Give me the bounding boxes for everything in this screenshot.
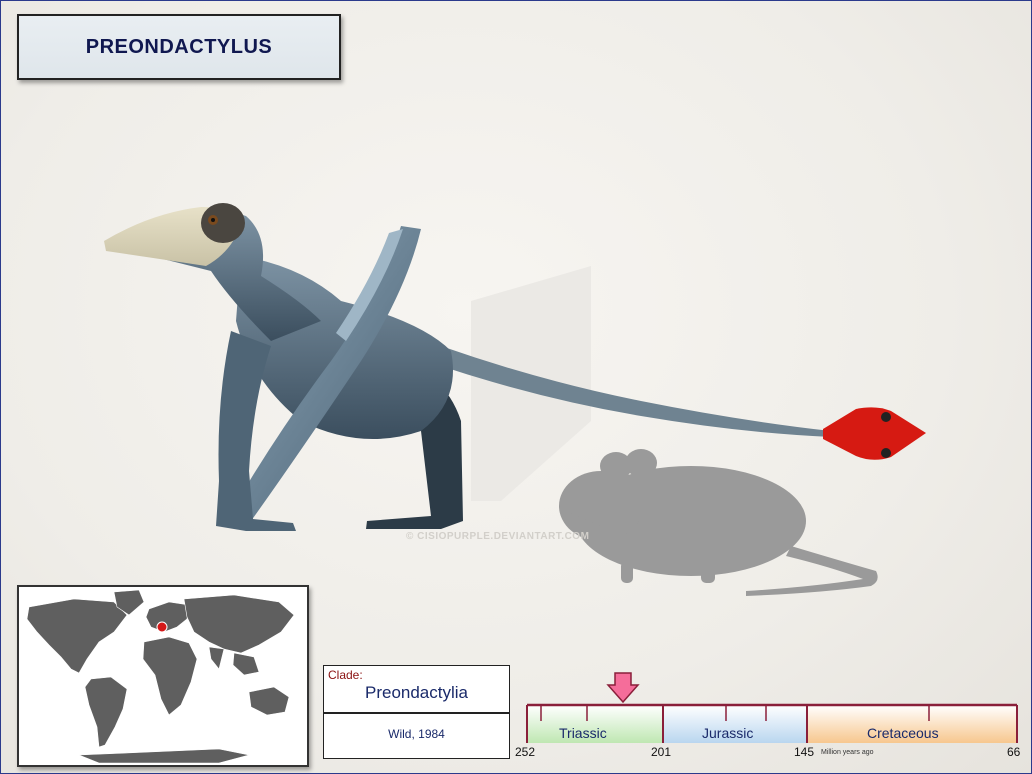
clade-divider xyxy=(324,712,509,714)
tick-label-66: 66 xyxy=(1007,745,1021,759)
clade-box: Clade: Preondactylia Wild, 1984 xyxy=(323,665,510,759)
geologic-timeline: Triassic Jurassic Cretaceous 252 201 145… xyxy=(515,669,1025,773)
page-title: PREONDACTYLUS xyxy=(85,35,273,58)
period-label-triassic: Triassic xyxy=(559,725,607,741)
watermark-text: © CISIOPURPLE.DEVIANTART.COM xyxy=(406,531,590,542)
clade-name: Preondactylia xyxy=(364,683,468,702)
tick-label-252: 252 xyxy=(515,745,536,759)
period-label-jurassic: Jurassic xyxy=(702,725,754,741)
period-cretaceous xyxy=(807,705,1017,743)
mouse-scale-silhouette xyxy=(559,449,878,596)
clade-authority: Wild, 1984 xyxy=(388,727,445,741)
location-marker-icon xyxy=(156,621,168,633)
period-triassic xyxy=(527,705,663,743)
preondactylus-illustration xyxy=(104,203,926,531)
continents xyxy=(26,589,295,764)
world-map xyxy=(17,585,309,767)
artwork xyxy=(104,203,926,596)
period-label-cretaceous: Cretaceous xyxy=(867,725,939,741)
tick-label-201: 201 xyxy=(651,745,672,759)
title-box: PREONDACTYLUS xyxy=(17,14,341,80)
tick-label-145: 145 xyxy=(794,745,815,759)
period-jurassic xyxy=(663,705,807,743)
units-label: Million years ago xyxy=(821,749,874,756)
clade-label: Clade: xyxy=(328,668,363,682)
age-marker-arrow-icon xyxy=(606,672,640,704)
